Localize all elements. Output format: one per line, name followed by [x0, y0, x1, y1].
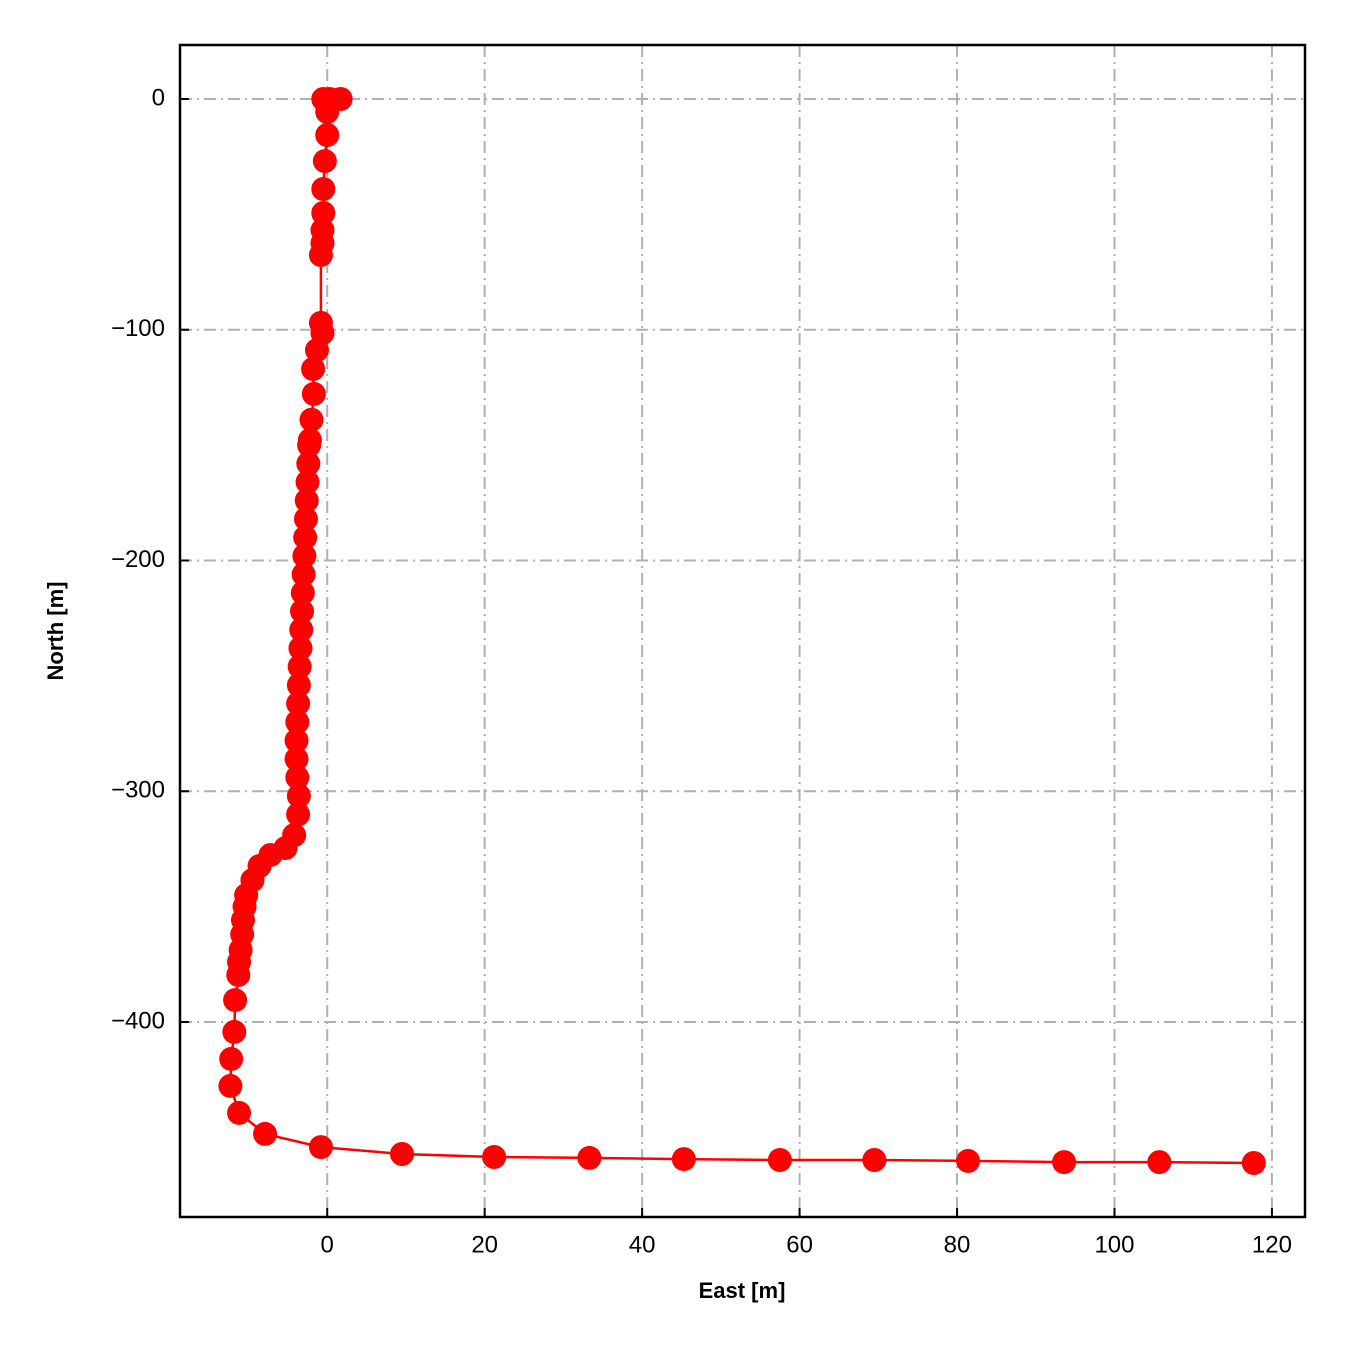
marker	[218, 1073, 243, 1098]
marker	[284, 728, 309, 753]
marker	[227, 1100, 252, 1125]
marker	[671, 1147, 696, 1172]
marker	[308, 1135, 333, 1160]
marker	[291, 562, 316, 587]
marker	[1052, 1150, 1077, 1175]
marker	[297, 433, 322, 458]
marker	[301, 356, 326, 381]
marker	[311, 176, 336, 201]
x-axis-label: East [m]	[699, 1278, 786, 1303]
marker	[286, 673, 311, 698]
y-tick-label: −300	[111, 777, 165, 804]
marker	[284, 746, 309, 771]
marker	[289, 617, 314, 642]
marker	[295, 470, 320, 495]
x-tick-label: 40	[629, 1231, 656, 1258]
marker	[219, 1046, 244, 1071]
marker	[223, 988, 248, 1013]
y-tick-label: −200	[111, 546, 165, 573]
y-axis-label: North [m]	[43, 582, 68, 681]
x-tick-label: 0	[321, 1231, 334, 1258]
marker	[253, 1121, 278, 1146]
marker	[292, 543, 317, 568]
x-tick-label: 100	[1094, 1231, 1134, 1258]
marker	[304, 338, 329, 363]
marker	[222, 1019, 247, 1044]
marker	[290, 580, 315, 605]
x-tick-label: 20	[471, 1231, 498, 1258]
marker	[1241, 1151, 1266, 1176]
plot-frame	[178, 43, 1307, 1219]
x-tick-label: 60	[786, 1231, 813, 1258]
x-tick-label: 80	[944, 1231, 971, 1258]
marker	[286, 802, 311, 827]
marker	[286, 783, 311, 808]
marker	[285, 710, 310, 735]
marker	[294, 488, 319, 513]
marker	[293, 525, 318, 550]
marker	[315, 99, 340, 124]
marker	[862, 1148, 887, 1173]
marker	[293, 506, 318, 531]
marker	[315, 122, 340, 147]
marker	[956, 1148, 981, 1173]
marker	[1147, 1150, 1172, 1175]
marker	[285, 765, 310, 790]
marker	[311, 200, 336, 225]
marker	[290, 599, 315, 624]
y-tick-label: −100	[111, 315, 165, 342]
marker	[312, 149, 337, 174]
marker	[286, 691, 311, 716]
marker	[287, 654, 312, 679]
marker	[288, 636, 313, 661]
y-tick-label: 0	[152, 84, 165, 111]
line	[229, 97, 1254, 1165]
marker	[577, 1145, 602, 1170]
y-tick-label: −400	[111, 1007, 165, 1034]
marker	[767, 1148, 792, 1173]
marker	[301, 381, 326, 406]
marker	[226, 962, 251, 987]
x-tick-label: 120	[1252, 1231, 1292, 1258]
marker	[308, 242, 333, 267]
marker	[482, 1145, 507, 1170]
marker	[390, 1142, 415, 1167]
marker	[296, 451, 321, 476]
marker	[299, 407, 324, 432]
